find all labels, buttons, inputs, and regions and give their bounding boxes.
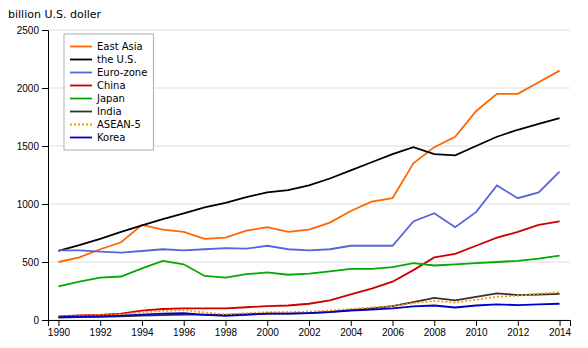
tick-label: 1992 [90, 327, 113, 338]
tick-label: 2004 [340, 327, 363, 338]
tick-mark [42, 262, 48, 263]
tick-label: 2500 [17, 25, 40, 36]
series-line [58, 221, 559, 316]
tick-label: 2000 [257, 327, 280, 338]
tick: 2008 [424, 320, 447, 338]
tick-label: 1990 [48, 327, 71, 338]
legend-label: the U.S. [97, 54, 137, 65]
legend-label: India [97, 106, 122, 117]
grid [48, 30, 570, 320]
tick: 2014 [549, 320, 572, 338]
series-line [58, 172, 559, 253]
legend-swatch [70, 59, 92, 61]
y-axis-label: billion U.S. doller [8, 8, 102, 21]
tick-label: 2014 [549, 327, 572, 338]
tick-mark [476, 320, 477, 326]
legend-label: China [97, 80, 126, 91]
legend-box [64, 34, 153, 150]
chart: 1990 1992 1994 1996 1998 2000 2002 2004 2006 2008… [0, 0, 588, 348]
tick: 2002 [298, 320, 321, 338]
legend: East Asia the U.S. Euro-zone China Japan Indi… [64, 34, 153, 150]
series-line [58, 256, 559, 287]
tick-label: 2000 [17, 83, 40, 94]
grid-line [48, 30, 570, 31]
legend-swatch [70, 98, 92, 100]
grid-line [48, 204, 570, 205]
tick-label: 1996 [173, 327, 196, 338]
legend-swatch [70, 111, 92, 113]
tick-mark [393, 320, 394, 326]
series-line [58, 293, 559, 317]
series-line [58, 304, 559, 317]
legend-swatch [70, 72, 92, 74]
tick: 1998 [215, 320, 238, 338]
legend-label: Japan [96, 93, 125, 104]
tick-mark [184, 320, 185, 326]
tick-mark [58, 320, 59, 326]
tick: 1996 [173, 320, 196, 338]
x-axis: 1990 1992 1994 1996 1998 2000 2002 2004 2006 2008… [48, 320, 572, 338]
tick-mark [560, 320, 561, 326]
series-line [58, 292, 559, 316]
tick: 0 [33, 315, 48, 326]
tick-mark [42, 30, 48, 31]
tick-mark [518, 320, 519, 326]
tick-mark [434, 320, 435, 326]
tick-mark [42, 88, 48, 89]
tick-label: 500 [22, 257, 39, 268]
tick: 2000 [17, 83, 48, 94]
tick: 1992 [90, 320, 113, 338]
tick-mark [100, 320, 101, 326]
axis-line [42, 31, 49, 321]
tick: 2500 [17, 25, 48, 36]
tick-label: 2002 [298, 327, 321, 338]
legend-label: Euro-zone [97, 67, 147, 78]
tick: 2004 [340, 320, 363, 338]
tick-mark [225, 320, 226, 326]
tick-label: 1994 [131, 327, 154, 338]
tick-mark [42, 320, 48, 321]
tick-label: 0 [33, 315, 39, 326]
tick: 1994 [131, 320, 154, 338]
legend-swatch [70, 46, 92, 48]
tick: 2006 [382, 320, 405, 338]
tick-mark [309, 320, 310, 326]
tick-label: 1500 [17, 141, 40, 152]
tick: 1500 [17, 141, 48, 152]
tick: 2012 [507, 320, 530, 338]
tick: 1000 [17, 199, 48, 210]
legend-label: Korea [97, 132, 125, 143]
tick-label: 2006 [382, 327, 405, 338]
tick-label: 1998 [215, 327, 238, 338]
legend-label: East Asia [97, 41, 143, 52]
tick-label: 2008 [424, 327, 447, 338]
tick-mark [142, 320, 143, 326]
tick: 2010 [465, 320, 488, 338]
legend-swatch [70, 124, 92, 126]
tick-label: 1000 [17, 199, 40, 210]
tick-mark [267, 320, 268, 326]
tick-label: 2010 [465, 327, 488, 338]
tick: 1990 [48, 320, 71, 338]
tick: 2000 [257, 320, 280, 338]
axis-line [49, 321, 571, 327]
legend-label: ASEAN-5 [97, 119, 141, 130]
tick-label: 2012 [507, 327, 530, 338]
legend-swatch [70, 137, 92, 139]
legend-swatch [70, 85, 92, 87]
tick-mark [42, 146, 48, 147]
y-axis: 0 500 1000 1500 2000 2500 [17, 25, 49, 326]
tick-mark [351, 320, 352, 326]
plot: 1990 1992 1994 1996 1998 2000 2002 2004 2006 2008… [17, 25, 572, 338]
tick: 500 [22, 257, 48, 268]
tick-mark [42, 204, 48, 205]
